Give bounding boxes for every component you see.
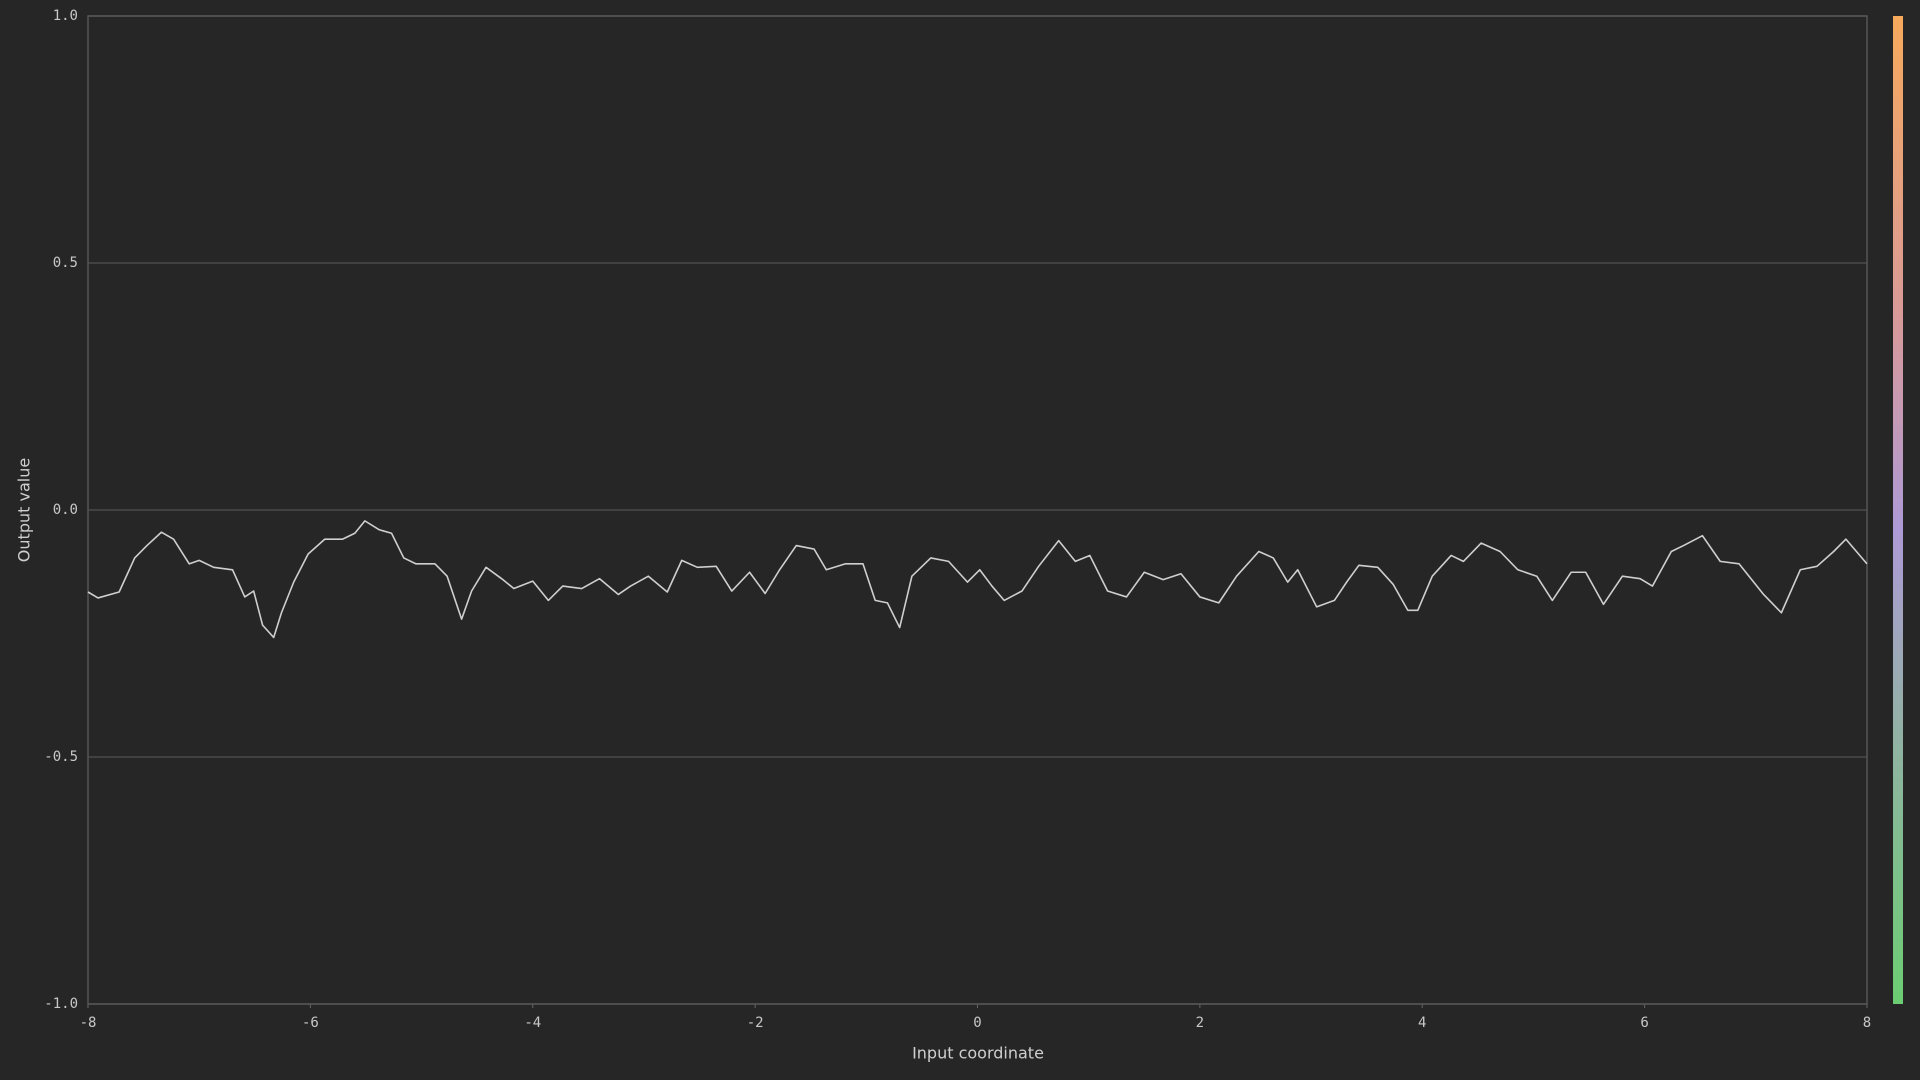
x-tick-label: 6 xyxy=(1640,1015,1648,1031)
x-tick-label: -2 xyxy=(747,1015,764,1031)
y-axis-label: Output value xyxy=(15,458,34,562)
x-tick-label: 8 xyxy=(1863,1015,1871,1031)
colorbar xyxy=(1893,16,1903,1004)
y-tick-label: 0.0 xyxy=(53,502,78,518)
data-line xyxy=(87,520,1868,639)
x-tick-label: 2 xyxy=(1196,1015,1204,1031)
x-tick-label: 4 xyxy=(1418,1015,1426,1031)
y-tick-label: 1.0 xyxy=(53,8,78,24)
y-tick-label: 0.5 xyxy=(53,255,78,271)
x-tick-label: 0 xyxy=(973,1015,981,1031)
x-tick-label: -6 xyxy=(302,1015,319,1031)
x-tick-label: -4 xyxy=(524,1015,541,1031)
x-tick-label: -8 xyxy=(80,1015,97,1031)
x-axis-label: Input coordinate xyxy=(912,1044,1044,1063)
y-tick-label: -1.0 xyxy=(44,996,78,1012)
y-tick-label: -0.5 xyxy=(44,749,78,765)
plot-frame xyxy=(87,15,1868,1005)
